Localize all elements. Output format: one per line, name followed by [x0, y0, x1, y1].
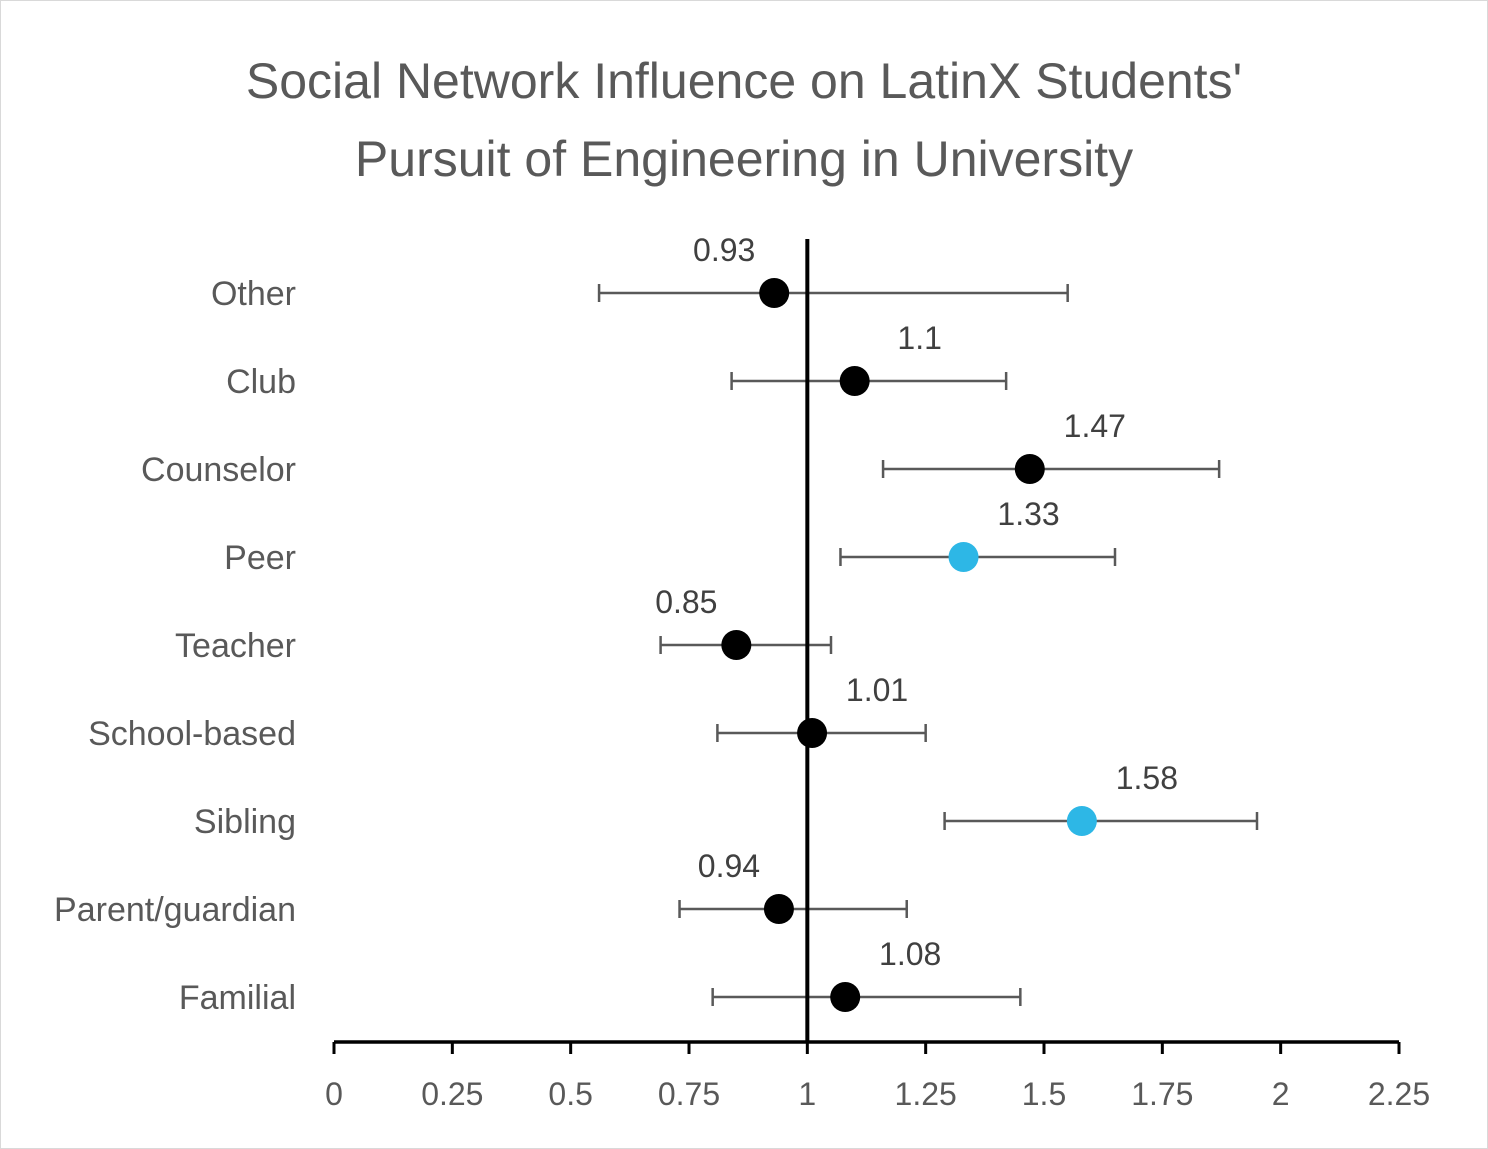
x-tick-label: 1 — [798, 1076, 816, 1112]
error-bar — [597, 284, 1069, 302]
data-label: 1.47 — [1064, 408, 1126, 444]
point-markers — [721, 278, 1097, 1012]
category-label: Teacher — [175, 627, 296, 665]
x-axis: 0 0.25 0.5 0.75 1 1.25 1.5 1.75 2 2.25 — [325, 1040, 1430, 1112]
point-marker — [797, 718, 828, 748]
x-tick-label: 2.25 — [1368, 1076, 1430, 1112]
data-labels: 0.93 1.1 1.47 1.33 0.85 1.01 1.58 0.94 1.08 — [655, 232, 1178, 972]
x-tick-label: 0.25 — [421, 1076, 483, 1112]
x-tick-label: 0 — [325, 1076, 343, 1112]
point-marker — [721, 630, 752, 660]
data-label: 1.58 — [1116, 760, 1178, 796]
point-marker — [759, 278, 790, 308]
x-tick-label: 1.5 — [1022, 1076, 1066, 1112]
data-label: 0.85 — [655, 584, 717, 620]
data-label: 0.94 — [698, 848, 760, 884]
category-label: Club — [226, 363, 296, 401]
x-tick-label: 1.75 — [1131, 1076, 1193, 1112]
chart-title-line-1: Social Network Influence on LatinX Stude… — [245, 53, 1243, 109]
point-marker — [763, 894, 794, 924]
data-label: 0.93 — [693, 232, 755, 268]
category-label: Sibling — [194, 803, 296, 841]
point-marker — [830, 982, 861, 1012]
x-tick-label: 0.75 — [658, 1076, 720, 1112]
chart-title: Social Network Influence on LatinX Stude… — [0, 42, 1488, 198]
chart-title-line-2: Pursuit of Engineering in University — [354, 131, 1134, 187]
category-label: Counselor — [141, 451, 296, 489]
point-marker — [839, 366, 870, 396]
data-label: 1.08 — [879, 936, 941, 972]
data-label: 1.1 — [897, 320, 941, 356]
point-marker — [1014, 454, 1045, 484]
x-tick-label: 1.25 — [895, 1076, 957, 1112]
category-label: Familial — [179, 979, 296, 1017]
highlighted-point-marker — [948, 542, 979, 572]
error-bar — [711, 988, 1022, 1006]
category-label: Peer — [224, 539, 296, 577]
highlighted-point-marker — [1066, 806, 1097, 836]
category-label: School-based — [88, 715, 296, 753]
category-label: Other — [211, 275, 296, 313]
data-label: 1.01 — [846, 672, 908, 708]
category-labels: Other Club Counselor Peer Teacher School-base… — [54, 275, 296, 1017]
data-label: 1.33 — [997, 496, 1059, 532]
error-bar — [881, 460, 1221, 478]
x-tick-label: 0.5 — [548, 1076, 592, 1112]
error-bars — [597, 284, 1259, 1006]
error-bar — [943, 812, 1259, 830]
x-tick-label: 2 — [1272, 1076, 1290, 1112]
category-label: Parent/guardian — [54, 891, 296, 929]
